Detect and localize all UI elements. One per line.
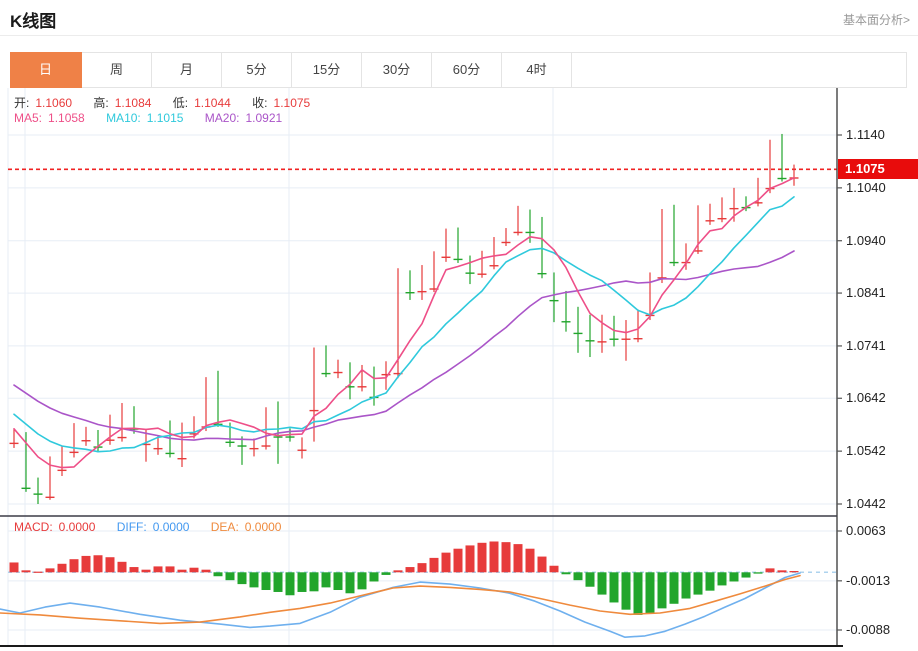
- price-tick-label: 1.0642: [846, 390, 886, 406]
- module-header: K线图 基本面分析>: [0, 0, 918, 36]
- period-tabbar: 日周月 5分 15分 30分 60分 4时: [10, 52, 907, 88]
- macd-value: 0.0000: [58, 520, 96, 534]
- tab-4时[interactable]: 4时: [502, 53, 572, 87]
- low-value: 1.1044: [194, 96, 231, 110]
- price-tick-label: 1.1040: [846, 179, 886, 195]
- macd-tick-label: -0.0088: [846, 622, 891, 637]
- ma10-label: MA10:: [106, 111, 141, 125]
- tab-5分[interactable]: 5分: [222, 53, 292, 87]
- ma20-value: 1.0921: [245, 111, 283, 125]
- tab-60分[interactable]: 60分: [432, 53, 502, 87]
- ma20-label: MA20:: [204, 111, 240, 125]
- price-tick-label: 1.0741: [846, 337, 886, 353]
- diff-label: DIFF:: [116, 520, 147, 534]
- diff-value: 0.0000: [152, 520, 190, 534]
- tab-日[interactable]: 日: [10, 52, 82, 88]
- open-value: 1.1060: [35, 96, 73, 110]
- price-tick-label: 1.0442: [846, 496, 886, 511]
- macd-tick-label: -0.0013: [846, 572, 891, 588]
- price-tick-label: 1.1140: [846, 127, 885, 142]
- dea-value: 0.0000: [244, 520, 282, 534]
- dea-label: DEA:: [210, 520, 239, 534]
- close-value: 1.1075: [273, 96, 311, 110]
- macd-tick-label: 0.0063: [846, 523, 886, 538]
- fundamental-analysis-link[interactable]: 基本面分析>: [842, 13, 910, 27]
- tab-月[interactable]: 月: [152, 53, 222, 87]
- macd-legend: MACD: 0.0000 DIFF: 0.0000 DEA: 0.0000: [14, 520, 287, 534]
- ohlc-legend: 开: 1.1060 高: 1.1084 低: 1.1044 收: 1.1075: [14, 94, 316, 111]
- price-tick-label: 1.0841: [846, 285, 886, 301]
- high-value: 1.1084: [114, 96, 152, 110]
- price-tick-label: 1.0940: [846, 232, 886, 248]
- macd-label: MACD:: [14, 520, 53, 534]
- page-title: K线图: [10, 12, 57, 31]
- ma10-value: 1.1015: [146, 111, 184, 125]
- tab-周[interactable]: 周: [82, 53, 152, 87]
- price-tick-label: 1.0542: [846, 443, 886, 459]
- tab-15分[interactable]: 15分: [292, 53, 362, 87]
- high-label: 高:: [93, 96, 109, 110]
- ma5-value: 1.1058: [48, 111, 85, 125]
- ma-legend: MA5: 1.1058 MA10: 1.1015 MA20: 1.0921: [14, 111, 288, 125]
- close-label: 收:: [252, 96, 268, 110]
- tab-30分[interactable]: 30分: [362, 53, 432, 87]
- low-label: 低:: [172, 96, 189, 110]
- ma5-label: MA5:: [14, 111, 43, 125]
- open-label: 开:: [14, 96, 30, 110]
- current-price-tag: 1.1075: [838, 159, 918, 179]
